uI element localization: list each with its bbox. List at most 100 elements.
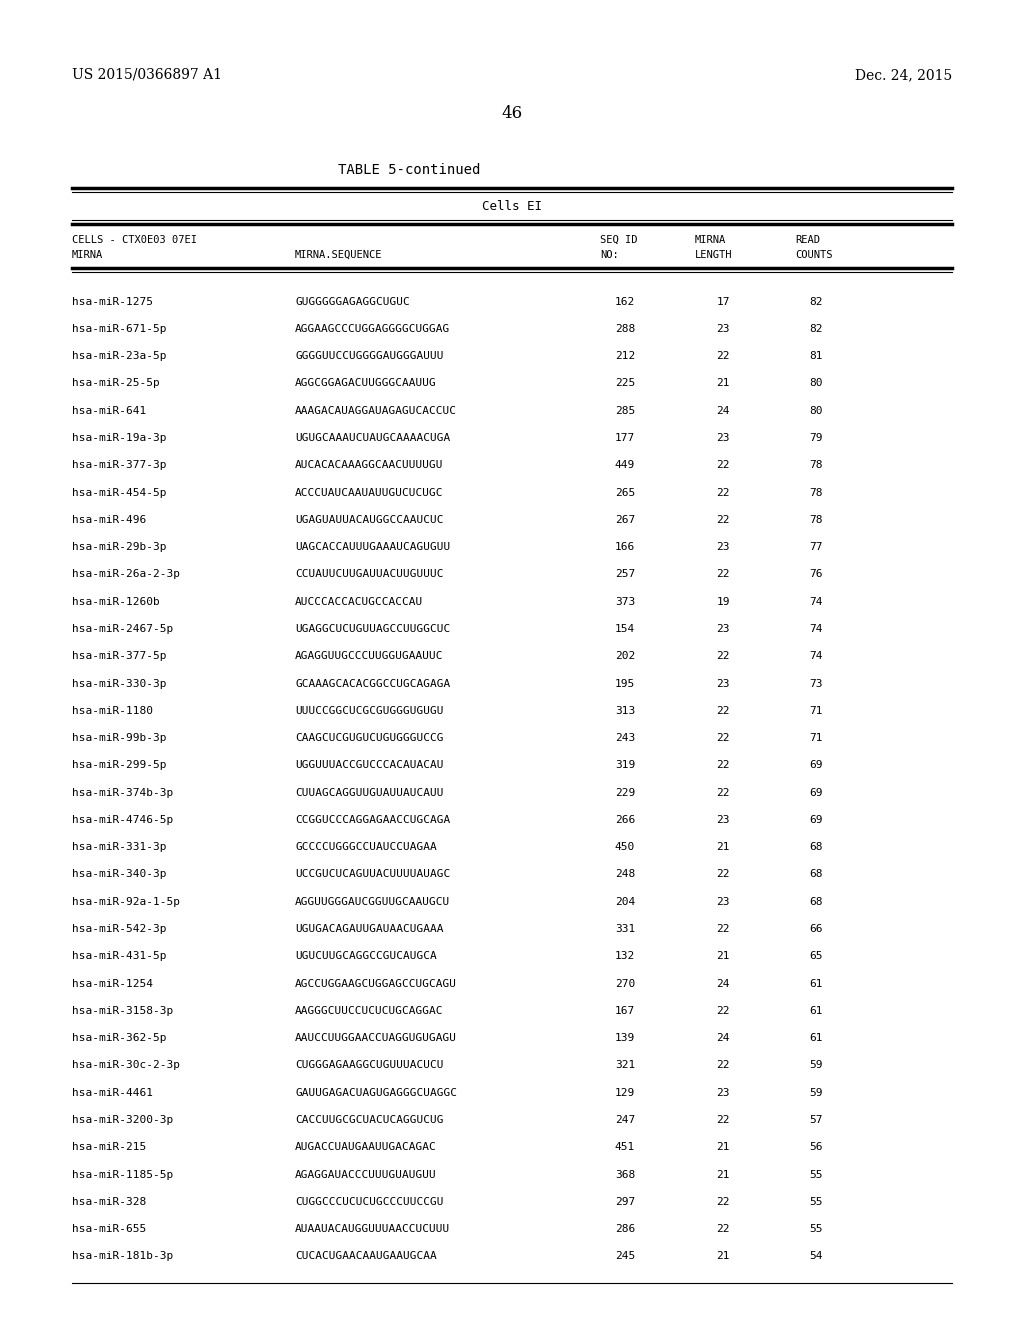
Text: 248: 248	[614, 870, 635, 879]
Text: 22: 22	[717, 569, 730, 579]
Text: hsa-miR-655: hsa-miR-655	[72, 1224, 146, 1234]
Text: 82: 82	[810, 297, 823, 306]
Text: 76: 76	[810, 569, 823, 579]
Text: 450: 450	[614, 842, 635, 853]
Text: 270: 270	[614, 978, 635, 989]
Text: 23: 23	[717, 624, 730, 634]
Text: hsa-miR-19a-3p: hsa-miR-19a-3p	[72, 433, 167, 444]
Text: 54: 54	[810, 1251, 823, 1262]
Text: UGUGACAGAUUGAUAACUGAAA: UGUGACAGAUUGAUAACUGAAA	[295, 924, 443, 935]
Text: 24: 24	[717, 405, 730, 416]
Text: 82: 82	[810, 323, 823, 334]
Text: 22: 22	[717, 760, 730, 771]
Text: READ: READ	[795, 235, 820, 246]
Text: 22: 22	[717, 733, 730, 743]
Text: ACCCUAUCAAUAUUGUCUCUGC: ACCCUAUCAAUAUUGUCUCUGC	[295, 487, 443, 498]
Text: 266: 266	[614, 814, 635, 825]
Text: 22: 22	[717, 924, 730, 935]
Text: AGCCUGGAAGCUGGAGCCUGCAGU: AGCCUGGAAGCUGGAGCCUGCAGU	[295, 978, 457, 989]
Text: 69: 69	[810, 788, 823, 797]
Text: 267: 267	[614, 515, 635, 525]
Text: 22: 22	[717, 651, 730, 661]
Text: 162: 162	[614, 297, 635, 306]
Text: 23: 23	[717, 1088, 730, 1098]
Text: 368: 368	[614, 1170, 635, 1180]
Text: 195: 195	[614, 678, 635, 689]
Text: hsa-miR-23a-5p: hsa-miR-23a-5p	[72, 351, 167, 362]
Text: 73: 73	[810, 678, 823, 689]
Text: AGGUUGGGAUCGGUUGCAAUGCU: AGGUUGGGAUCGGUUGCAAUGCU	[295, 896, 451, 907]
Text: hsa-miR-92a-1-5p: hsa-miR-92a-1-5p	[72, 896, 180, 907]
Text: 22: 22	[717, 1224, 730, 1234]
Text: 167: 167	[614, 1006, 635, 1016]
Text: 24: 24	[717, 1034, 730, 1043]
Text: 74: 74	[810, 651, 823, 661]
Text: hsa-miR-374b-3p: hsa-miR-374b-3p	[72, 788, 173, 797]
Text: 23: 23	[717, 814, 730, 825]
Text: GCAAAGCACACGGCCUGCAGAGA: GCAAAGCACACGGCCUGCAGAGA	[295, 678, 451, 689]
Text: 285: 285	[614, 405, 635, 416]
Text: 22: 22	[717, 1006, 730, 1016]
Text: 177: 177	[614, 433, 635, 444]
Text: 204: 204	[614, 896, 635, 907]
Text: 22: 22	[717, 1197, 730, 1206]
Text: 331: 331	[614, 924, 635, 935]
Text: 66: 66	[810, 924, 823, 935]
Text: hsa-miR-4746-5p: hsa-miR-4746-5p	[72, 814, 173, 825]
Text: 297: 297	[614, 1197, 635, 1206]
Text: 321: 321	[614, 1060, 635, 1071]
Text: 22: 22	[717, 1115, 730, 1125]
Text: CCUAUUCUUGAUUACUUGUUUC: CCUAUUCUUGAUUACUUGUUUC	[295, 569, 443, 579]
Text: CUUAGCAGGUUGUAUUAUCAUU: CUUAGCAGGUUGUAUUAUCAUU	[295, 788, 443, 797]
Text: CELLS - CTX0E03 07EI: CELLS - CTX0E03 07EI	[72, 235, 197, 246]
Text: 59: 59	[810, 1060, 823, 1071]
Text: AGAGGUUGCCCUUGGUGAAUUC: AGAGGUUGCCCUUGGUGAAUUC	[295, 651, 443, 661]
Text: 61: 61	[810, 1034, 823, 1043]
Text: hsa-miR-671-5p: hsa-miR-671-5p	[72, 323, 167, 334]
Text: hsa-miR-299-5p: hsa-miR-299-5p	[72, 760, 167, 771]
Text: 59: 59	[810, 1088, 823, 1098]
Text: 22: 22	[717, 487, 730, 498]
Text: hsa-miR-1180: hsa-miR-1180	[72, 706, 153, 715]
Text: AGGCGGAGACUUGGGCAAUUG: AGGCGGAGACUUGGGCAAUUG	[295, 379, 437, 388]
Text: 247: 247	[614, 1115, 635, 1125]
Text: hsa-miR-4461: hsa-miR-4461	[72, 1088, 153, 1098]
Text: MIRNA.SEQUENCE: MIRNA.SEQUENCE	[295, 249, 383, 260]
Text: 69: 69	[810, 814, 823, 825]
Text: UGAGGCUCUGUUAGCCUUGGCUC: UGAGGCUCUGUUAGCCUUGGCUC	[295, 624, 451, 634]
Text: hsa-miR-99b-3p: hsa-miR-99b-3p	[72, 733, 167, 743]
Text: 46: 46	[502, 106, 522, 121]
Text: 139: 139	[614, 1034, 635, 1043]
Text: 154: 154	[614, 624, 635, 634]
Text: 245: 245	[614, 1251, 635, 1262]
Text: hsa-miR-1260b: hsa-miR-1260b	[72, 597, 160, 607]
Text: 22: 22	[717, 515, 730, 525]
Text: hsa-miR-1254: hsa-miR-1254	[72, 978, 153, 989]
Text: 23: 23	[717, 433, 730, 444]
Text: 21: 21	[717, 1251, 730, 1262]
Text: AGAGGAUACCCUUUGUAUGUU: AGAGGAUACCCUUUGUAUGUU	[295, 1170, 437, 1180]
Text: 55: 55	[810, 1170, 823, 1180]
Text: 77: 77	[810, 543, 823, 552]
Text: hsa-miR-542-3p: hsa-miR-542-3p	[72, 924, 167, 935]
Text: hsa-miR-331-3p: hsa-miR-331-3p	[72, 842, 167, 853]
Text: AUAAUACAUGGUUUAACCUCUUU: AUAAUACAUGGUUUAACCUCUUU	[295, 1224, 451, 1234]
Text: GAUUGAGACUAGUGAGGGCUAGGC: GAUUGAGACUAGUGAGGGCUAGGC	[295, 1088, 457, 1098]
Text: 78: 78	[810, 487, 823, 498]
Text: 74: 74	[810, 597, 823, 607]
Text: hsa-miR-2467-5p: hsa-miR-2467-5p	[72, 624, 173, 634]
Text: 56: 56	[810, 1142, 823, 1152]
Text: UGUCUUGCAGGCCGUCAUGCA: UGUCUUGCAGGCCGUCAUGCA	[295, 952, 437, 961]
Text: 78: 78	[810, 461, 823, 470]
Text: 80: 80	[810, 379, 823, 388]
Text: hsa-miR-377-3p: hsa-miR-377-3p	[72, 461, 167, 470]
Text: 373: 373	[614, 597, 635, 607]
Text: 71: 71	[810, 706, 823, 715]
Text: 21: 21	[717, 379, 730, 388]
Text: CCGGUCCCAGGAGAACCUGCAGA: CCGGUCCCAGGAGAACCUGCAGA	[295, 814, 451, 825]
Text: 265: 265	[614, 487, 635, 498]
Text: 65: 65	[810, 952, 823, 961]
Text: US 2015/0366897 A1: US 2015/0366897 A1	[72, 69, 222, 82]
Text: AUCCCACCACUGCCACCAU: AUCCCACCACUGCCACCAU	[295, 597, 423, 607]
Text: 202: 202	[614, 651, 635, 661]
